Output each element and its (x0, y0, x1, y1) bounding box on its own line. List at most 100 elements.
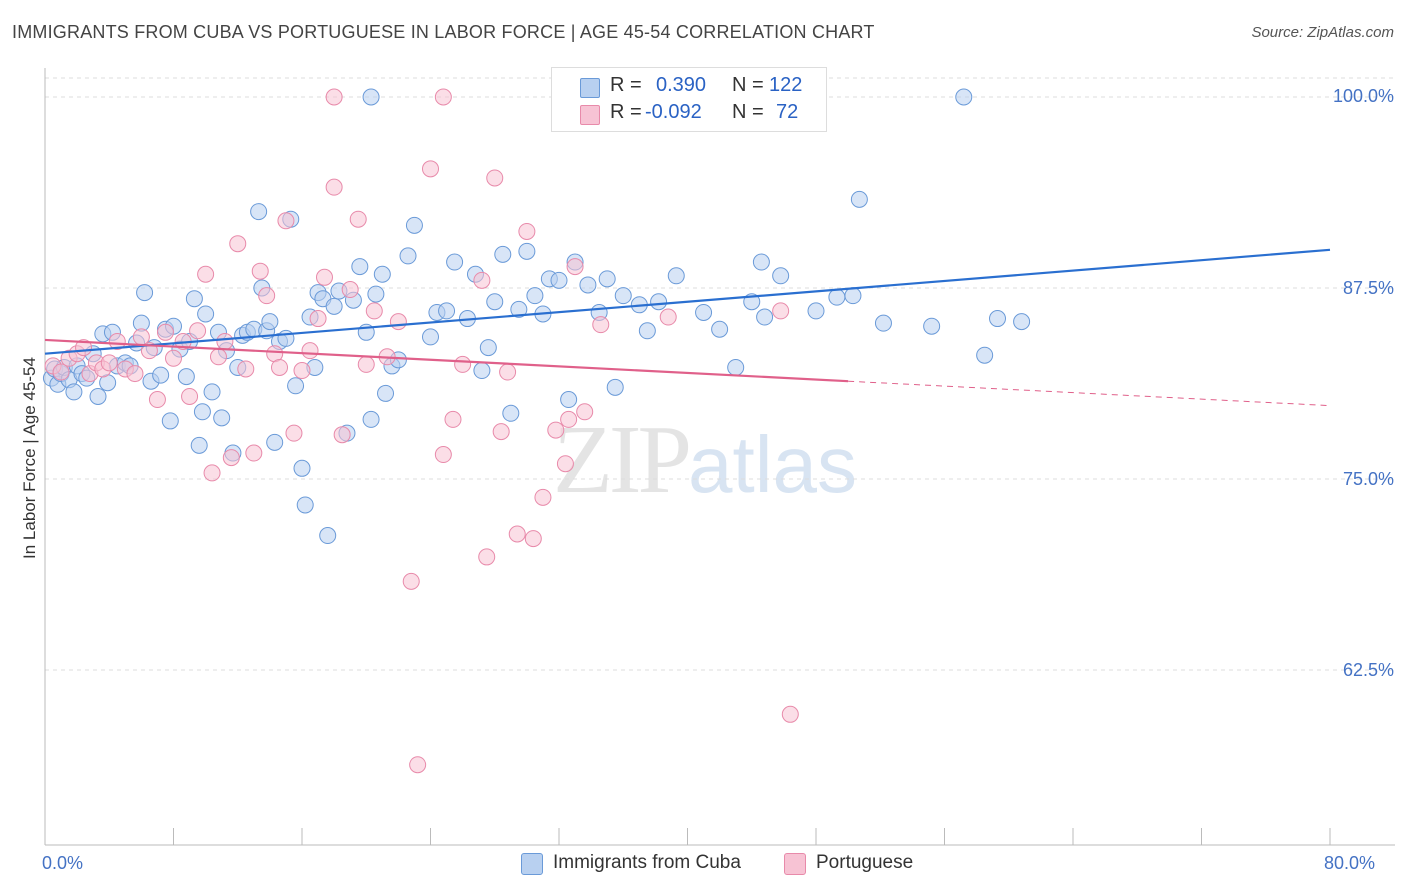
portuguese-point (315, 268, 333, 286)
cuba-point (399, 247, 417, 265)
legend-n-label: N = (732, 74, 764, 96)
cuba-point (526, 287, 544, 305)
cuba-point (287, 377, 305, 395)
portuguese-point (409, 756, 427, 774)
chart-source: Source: ZipAtlas.com (1251, 24, 1394, 41)
portuguese-point (492, 423, 510, 441)
cuba-point (152, 366, 170, 384)
watermark-atlas: atlas (688, 420, 857, 509)
cuba-point (319, 527, 337, 545)
portuguese-point (222, 449, 240, 467)
cuba-point (89, 387, 107, 405)
cuba-point (752, 253, 770, 271)
portuguese-point (508, 525, 526, 543)
portuguese-point (576, 403, 594, 421)
y-tick-label: 100.0% (1332, 86, 1394, 106)
cuba-point (136, 284, 154, 302)
watermark: ZIPatlas (553, 404, 857, 516)
cuba-point (367, 285, 385, 303)
portuguese-point (365, 302, 383, 320)
portuguese-point (209, 348, 227, 366)
cuba-point (828, 288, 846, 306)
cuba-point (203, 383, 221, 401)
cuba-point (377, 384, 395, 402)
bottom-legend-swatch-portuguese (784, 853, 806, 875)
portuguese-point (277, 212, 295, 230)
portuguese-point (592, 316, 610, 334)
cuba-point (325, 297, 343, 315)
portuguese-point (402, 572, 420, 590)
portuguese-point (293, 362, 311, 380)
cuba-point (874, 314, 892, 332)
cuba-point (976, 346, 994, 364)
legend-r-value: 0.390 (656, 74, 707, 96)
portuguese-point (772, 302, 790, 320)
cuba-point (193, 403, 211, 421)
portuguese-point (341, 281, 359, 299)
portuguese-point (229, 235, 247, 253)
portuguese-point (560, 410, 578, 428)
portuguese-point (301, 342, 319, 360)
cuba-trend-line (44, 248, 1331, 355)
portuguese-point (325, 88, 343, 106)
cuba-point (955, 88, 973, 106)
portuguese-point (333, 426, 351, 444)
portuguese-point (251, 262, 269, 280)
cuba-point (772, 267, 790, 285)
portuguese-point (444, 410, 462, 428)
x-tick-label: 80.0% (1324, 853, 1376, 873)
cuba-point (711, 320, 729, 338)
portuguese-point (478, 548, 496, 566)
cuba-point (473, 362, 491, 380)
cuba-point (989, 310, 1007, 328)
y-tick-label: 62.5% (1342, 660, 1394, 680)
portuguese-point (325, 178, 343, 196)
bottom-legend-cuba: Immigrants from Cuba (553, 852, 741, 873)
cuba-point (185, 290, 203, 308)
portuguese-point (566, 258, 584, 276)
cuba-point (197, 305, 215, 323)
portuguese-point (148, 391, 166, 409)
cuba-point (266, 433, 284, 451)
portuguese-point (126, 365, 144, 383)
cuba-point (373, 265, 391, 283)
portuguese-point (422, 160, 439, 178)
portuguese-point (197, 265, 215, 283)
cuba-point (422, 328, 439, 346)
cuba-point (518, 242, 536, 260)
portuguese-point (189, 322, 207, 340)
portuguese-point (100, 354, 118, 372)
portuguese-point (108, 332, 126, 350)
cuba-point (438, 302, 456, 320)
portuguese-point (309, 310, 327, 328)
watermark-zip: ZIP (553, 406, 692, 514)
cuba-point (177, 368, 195, 386)
cuba-point (756, 308, 774, 326)
portuguese-point (524, 530, 542, 548)
y-tick-label: 75.0% (1342, 469, 1394, 489)
legend-n-value: 122 (769, 74, 803, 96)
cuba-point (446, 253, 464, 271)
cuba-point (550, 271, 568, 289)
cuba-point (486, 293, 504, 311)
bottom-legend-swatch-cuba (521, 853, 543, 875)
portuguese-point (216, 332, 234, 350)
portuguese-point (165, 349, 182, 367)
portuguese-point (659, 308, 677, 326)
cuba-point (850, 190, 868, 208)
portuguese-point (781, 705, 799, 723)
bottom-legend-portuguese: Portuguese (816, 852, 914, 873)
portuguese-trend-line (44, 338, 849, 383)
portuguese-point (518, 222, 536, 240)
cuba-point (510, 300, 528, 318)
portuguese-point (434, 88, 452, 106)
portuguese-point (547, 421, 565, 439)
cuba-point (479, 339, 497, 357)
portuguese-point (534, 488, 552, 506)
legend-n-value: 72 (776, 101, 799, 123)
portuguese-point (271, 358, 289, 376)
portuguese-point (258, 287, 276, 305)
cuba-point (494, 245, 512, 263)
y-axis-title: In Labor Force | Age 45-54 (20, 357, 39, 559)
portuguese-point (454, 355, 472, 373)
